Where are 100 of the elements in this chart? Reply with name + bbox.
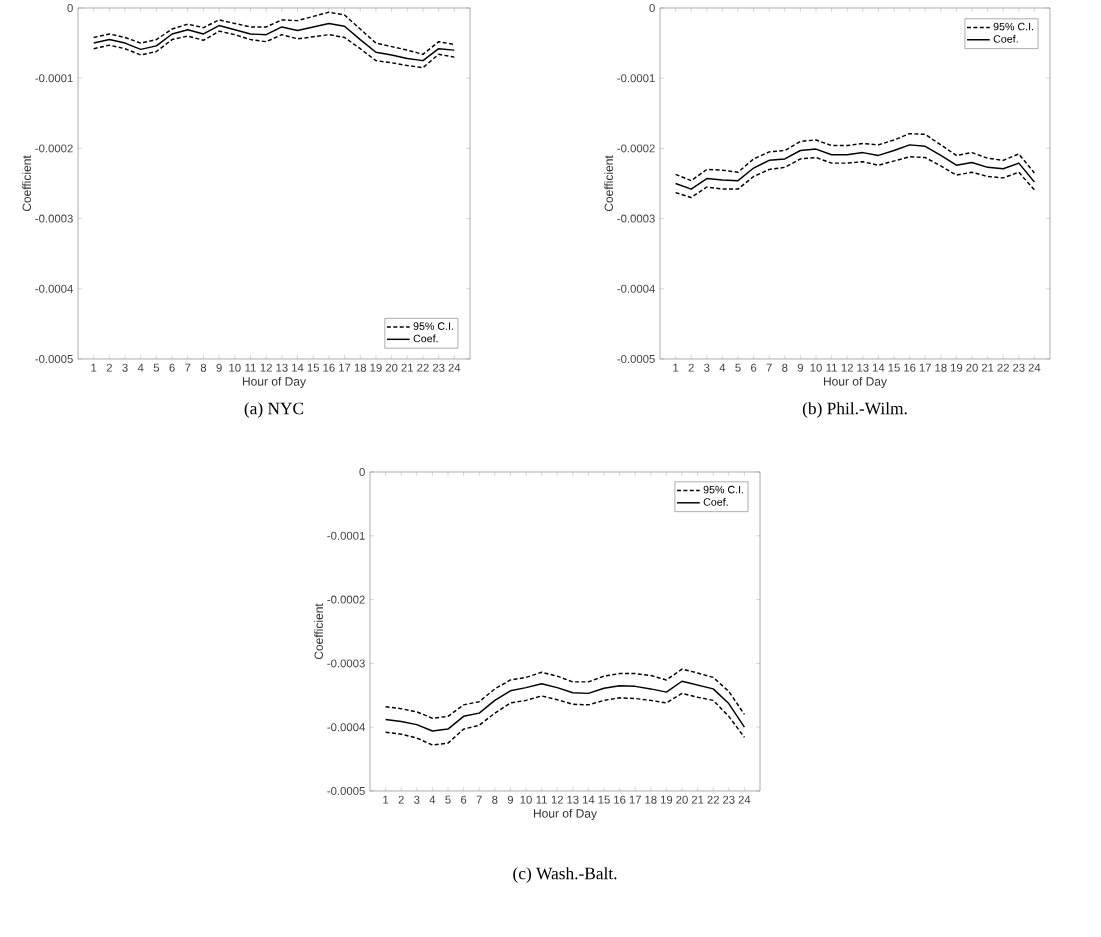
line-series <box>92 11 456 56</box>
x-tick-label: 19 <box>370 363 382 372</box>
x-tick-label: 6 <box>169 363 175 372</box>
x-tick-label: 3 <box>122 363 128 372</box>
line-series <box>92 30 456 69</box>
text: (b) Phil.-Wilm. <box>802 402 907 418</box>
x-tick-label: 24 <box>448 363 461 372</box>
x-tick-label: 16 <box>323 363 335 372</box>
legend-label: Coef. <box>413 334 438 343</box>
x-tick-label: 4 <box>719 363 726 372</box>
x-tick-label: 14 <box>872 363 885 372</box>
x-tick-label: 22 <box>707 795 719 804</box>
x-tick-label: 21 <box>401 363 414 372</box>
legend-label: 95% C.I. <box>703 485 744 494</box>
x-axis-title: Hour of Day <box>533 808 597 821</box>
x-tick-label: 7 <box>185 363 191 372</box>
y-tick-label: -0.0001 <box>35 74 73 83</box>
y-tick-label: -0.0001 <box>617 74 655 83</box>
line-series <box>92 22 456 62</box>
x-tick-label: 8 <box>492 795 498 804</box>
x-tick-label: 3 <box>414 795 420 804</box>
x-tick-label: 12 <box>551 795 563 804</box>
legend-label: 95% C.I. <box>413 322 453 330</box>
y-tick-label: 0 <box>67 3 73 12</box>
x-tick-label: 19 <box>660 795 673 804</box>
y-tick-label: -0.0005 <box>35 354 73 363</box>
x-tick-label: 18 <box>935 363 947 372</box>
y-tick-label: 0 <box>359 467 365 476</box>
x-tick-label: 23 <box>432 363 445 372</box>
x-tick-label: 20 <box>966 363 978 372</box>
text: (c) Wash.-Balt. <box>513 867 617 883</box>
y-axis-title: Coefficient <box>22 155 32 212</box>
x-tick-label: 15 <box>598 795 610 804</box>
y-tick-label: 0 <box>649 3 655 12</box>
x-tick-label: 1 <box>383 795 389 804</box>
line-series <box>674 132 1036 182</box>
x-tick-label: 5 <box>445 795 451 804</box>
legend-label: Coef. <box>993 34 1018 43</box>
x-axis-title: Hour of Day <box>242 376 306 389</box>
x-tick-label: 15 <box>307 363 320 372</box>
x-tick-label: 17 <box>629 795 641 804</box>
y-tick-label: -0.0003 <box>617 214 655 223</box>
x-tick-label: 4 <box>429 795 436 804</box>
x-tick-label: 5 <box>153 363 160 372</box>
x-tick-label: 21 <box>981 363 994 372</box>
x-tick-label: 11 <box>826 363 837 372</box>
x-tick-label: 8 <box>782 363 788 372</box>
y-tick-label: -0.0002 <box>327 595 365 604</box>
x-tick-label: 22 <box>417 363 429 372</box>
x-tick-label: 20 <box>676 795 688 804</box>
x-tick-label: 10 <box>229 363 241 372</box>
x-tick-label: 19 <box>950 363 963 372</box>
x-tick-label: 9 <box>507 795 514 804</box>
y-tick-label: -0.0002 <box>617 144 655 153</box>
x-tick-label: 14 <box>292 363 304 372</box>
line-series <box>384 668 746 719</box>
x-tick-label: 20 <box>385 363 398 372</box>
x-tick-label: 8 <box>200 363 207 372</box>
x-tick-label: 13 <box>567 795 579 804</box>
x-tick-label: 22 <box>997 363 1009 372</box>
y-tick-label: -0.0001 <box>327 531 365 540</box>
line-series <box>674 144 1036 190</box>
x-tick-label: 6 <box>751 363 757 372</box>
x-tick-label: 18 <box>354 363 367 372</box>
x-tick-label: 17 <box>919 363 931 372</box>
y-axis-title: Coefficient <box>314 603 324 660</box>
x-tick-label: 10 <box>810 363 822 372</box>
x-tick-label: 12 <box>260 363 272 372</box>
x-tick-label: 24 <box>1028 363 1041 372</box>
y-axis-title: Coefficient <box>604 155 614 212</box>
y-tick-label: -0.0002 <box>35 144 73 153</box>
x-tick-label: 15 <box>888 363 900 372</box>
y-tick-label: -0.0003 <box>327 659 365 668</box>
x-tick-label: 13 <box>276 363 288 372</box>
x-tick-label: 17 <box>339 363 351 372</box>
x-tick-label: 16 <box>614 795 626 804</box>
x-tick-label: 5 <box>735 363 741 372</box>
x-tick-label: 2 <box>106 363 112 372</box>
x-tick-label: 16 <box>904 363 916 372</box>
y-tick-label: -0.0003 <box>35 214 73 223</box>
line-series <box>384 692 746 746</box>
x-tick-label: 11 <box>536 795 547 804</box>
x-tick-label: 7 <box>766 363 772 372</box>
text: (a) NYC <box>244 402 304 418</box>
x-tick-label: 1 <box>91 363 97 372</box>
x-tick-label: 24 <box>738 795 751 804</box>
y-tick-label: -0.0004 <box>617 284 655 293</box>
x-tick-label: 23 <box>1013 363 1025 372</box>
x-tick-label: 7 <box>476 795 482 804</box>
x-tick-label: 11 <box>245 363 256 372</box>
x-tick-label: 14 <box>582 795 595 804</box>
x-tick-label: 23 <box>723 795 735 804</box>
y-tick-label: -0.0004 <box>327 723 365 732</box>
x-tick-label: 21 <box>691 795 704 804</box>
x-axis-title: Hour of Day <box>823 376 887 389</box>
x-tick-label: 6 <box>461 795 467 804</box>
x-tick-label: 2 <box>398 795 404 804</box>
x-tick-label: 2 <box>688 363 694 372</box>
y-tick-label: -0.0005 <box>327 786 365 795</box>
legend-label: Coef. <box>703 497 728 506</box>
